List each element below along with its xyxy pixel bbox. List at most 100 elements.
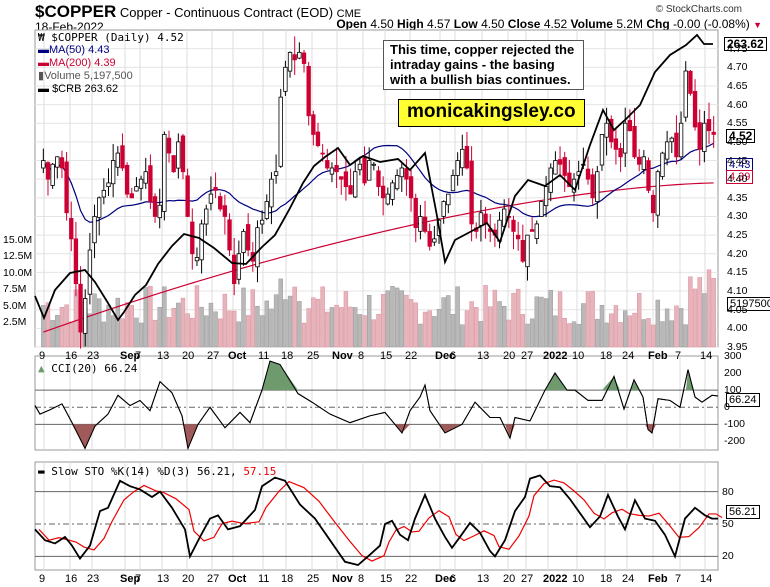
axis-label: 7 (675, 573, 682, 585)
axis-label: 4.65 (727, 79, 748, 92)
axis-label: 23 (87, 573, 100, 585)
axis-label: Feb (648, 573, 668, 585)
axis-label: 27 (521, 573, 534, 585)
copyright: © StockCharts.com (655, 4, 742, 15)
axis-label: 4.30 (727, 210, 748, 223)
axis-label: 8 (358, 573, 365, 585)
axis-label: 2022 (543, 573, 568, 585)
axis-label: 15 (380, 573, 393, 585)
axis-label: 18 (281, 350, 294, 362)
axis-label: 9 (39, 573, 46, 585)
ma200-value-tag: 4.39 (726, 170, 754, 184)
axis-label: 20 (182, 573, 195, 585)
axis-label: 25 (307, 350, 320, 362)
axis-label: 4.50 (727, 135, 748, 148)
axis-label: 9 (39, 350, 46, 362)
symbol: $COPPER (35, 2, 117, 21)
axis-label: 14 (700, 350, 713, 362)
sto-value-tag: 56.21 (726, 505, 760, 519)
close-value: 4.52 (543, 17, 568, 31)
axis-label: Oct (228, 573, 247, 585)
axis-label: 100 (724, 384, 742, 397)
low-value: 4.50 (481, 17, 505, 31)
axis-label: 24 (622, 350, 635, 362)
axis-label: 11 (258, 573, 270, 585)
axis-label: 0 (724, 401, 730, 414)
sto-label: Slow STO %K(14) %D(3) 56.21, (51, 465, 237, 478)
annotation-note: This time, copper rejected the intraday … (383, 40, 584, 90)
axis-label: 25 (307, 573, 320, 585)
axis-label: 200 (724, 367, 742, 380)
axis-label: 10 (572, 350, 585, 362)
axis-label: 20 (182, 350, 195, 362)
axis-label: 6 (450, 573, 457, 585)
legend-ma50: MA(50) 4.43 (49, 44, 110, 56)
axis-label: 6 (450, 350, 457, 362)
crb-line-icon: ▬ (38, 83, 49, 95)
sto-line-icon: ▬ (38, 465, 45, 478)
axis-label: 22 (405, 350, 418, 362)
axis-label: 14 (700, 573, 713, 585)
axis-label: Dec (435, 350, 456, 362)
instrument-name: Copper - Continuous Contract (EOD) (119, 5, 334, 20)
axis-label: 18 (600, 573, 613, 585)
open-value: 4.50 (370, 17, 394, 31)
axis-label: 11 (258, 350, 270, 362)
axis-label: 4.55 (727, 117, 748, 130)
axis-label: 4.60 (727, 98, 748, 111)
axis-label: 2022 (543, 350, 568, 362)
axis-label: 20 (503, 573, 516, 585)
legend-price: $COPPER (Daily) 4.52 (51, 31, 184, 44)
axis-label: Nov (332, 573, 353, 585)
high-value: 4.57 (427, 17, 451, 31)
axis-label: 3.95 (727, 341, 748, 353)
chg-value: -0.00 (-0.08%) (673, 17, 750, 31)
axis-label: 4.75 (727, 42, 748, 55)
axis-label: 50 (722, 518, 734, 530)
high-label: High (397, 17, 424, 31)
chart-title: $COPPER Copper - Continuous Contract (EO… (35, 2, 361, 22)
axis-label: 15.0M (3, 233, 33, 246)
axis-label: 7 (135, 573, 142, 585)
cci-legend: ▲ CCI(20) 66.24 (38, 362, 137, 375)
axis-label: 7 (135, 350, 142, 362)
volume-value: 5.2M (616, 17, 644, 31)
axis-label: 27 (521, 350, 534, 362)
axis-label: 27 (207, 350, 220, 362)
axis-label: 4.40 (727, 173, 748, 186)
axis-label: 15 (380, 350, 393, 362)
axis-label: 23 (87, 350, 100, 362)
down-arrow-icon: ▼ (753, 20, 762, 30)
axis-label: 12.5M (3, 250, 33, 262)
exchange: CME (336, 8, 362, 20)
axis-label: 300 (724, 350, 742, 362)
volume-bars-icon: ▮ (38, 70, 45, 82)
axis-label: 5.0M (3, 299, 27, 312)
axis-label: 13 (477, 350, 490, 362)
brand-watermark: monicakingsley.co (398, 99, 585, 127)
cci-area-icon: ▲ (38, 362, 45, 375)
axis-label: 4.20 (727, 247, 748, 260)
axis-label: 20 (722, 550, 734, 563)
axis-label: 20 (503, 350, 516, 362)
axis-label: -200 (724, 435, 746, 448)
legend-volume: Volume 5,197,500 (44, 70, 133, 82)
axis-label: 10 (572, 573, 585, 585)
axis-label: 8 (358, 350, 365, 362)
low-label: Low (453, 17, 478, 31)
axis-label: 10.0M (3, 266, 33, 279)
volume-label: Volume (570, 17, 613, 31)
axis-label: Sep (120, 573, 141, 585)
ohlc-summary: Open 4.50 High 4.57 Low 4.50 Close 4.52 … (336, 17, 762, 31)
ma50-line-icon: ▬ (38, 44, 49, 56)
ma50-value-tag: 4.43 (726, 158, 754, 172)
axis-label: 4.45 (727, 154, 748, 167)
sto-d-value: 57.15 (243, 465, 277, 478)
price-legend: ₩ $COPPER (Daily) 4.52 ▬MA(50) 4.43 ▬MA(… (38, 31, 184, 96)
cci-value-tag: 66.24 (726, 393, 760, 407)
axis-label: 13 (157, 350, 170, 362)
axis-label: 4.15 (727, 266, 748, 279)
legend-crb: $CRB 263.62 (52, 83, 119, 95)
axis-label: 18 (281, 573, 294, 585)
